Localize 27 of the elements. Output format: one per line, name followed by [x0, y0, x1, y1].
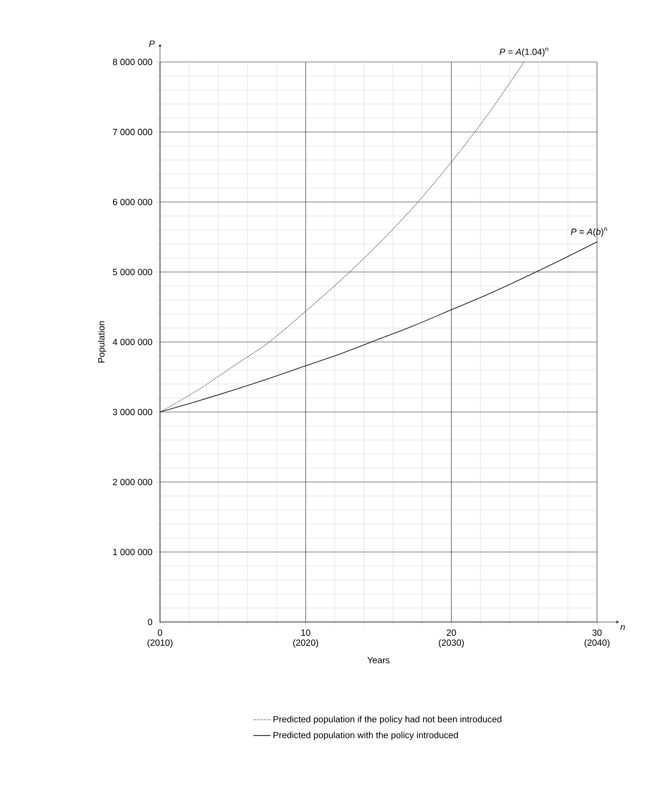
- legend-label: Predicted population if the policy had not been introduced: [274, 716, 502, 724]
- x-tick-label: 10: [301, 629, 310, 636]
- x2-tick-label: (2010): [148, 639, 172, 648]
- x-tick-label: 0: [158, 629, 162, 636]
- text: n: [620, 625, 625, 630]
- y-axis-title: Population: [98, 321, 106, 363]
- y-tick-label: 0: [148, 618, 152, 626]
- y-tick-label: 7 000 000: [112, 128, 152, 136]
- x-axis-title: Years: [367, 657, 390, 664]
- x2-tick-label: (2030): [438, 639, 464, 648]
- y-tick-label: 8 000 000: [112, 58, 152, 66]
- x-tick-label: 20: [446, 629, 456, 636]
- line-series: [160, 241, 598, 412]
- y-tick-label: 6 000 000: [112, 198, 152, 206]
- y-tick-label: 2 000 000: [112, 478, 152, 486]
- y-tick-label: 1 000 000: [113, 548, 152, 556]
- x2-tick-label: (2040): [584, 639, 610, 648]
- line-series: [160, 62, 525, 412]
- x2-tick-label: (2020): [293, 639, 318, 648]
- y-tick-label: 5 000 000: [112, 268, 152, 276]
- annotation: P = A(1.04)$^{n}$: [500, 48, 548, 57]
- y-tick-label: 3 000 000: [112, 408, 152, 416]
- text: P: [149, 40, 155, 47]
- x-tick-label: 30: [592, 629, 602, 636]
- annotation: P = A(b)$^{n}$: [570, 228, 607, 237]
- legend-label: Predicted population with the policy introduced: [274, 732, 458, 740]
- y-tick-label: 4 000 000: [112, 338, 152, 346]
